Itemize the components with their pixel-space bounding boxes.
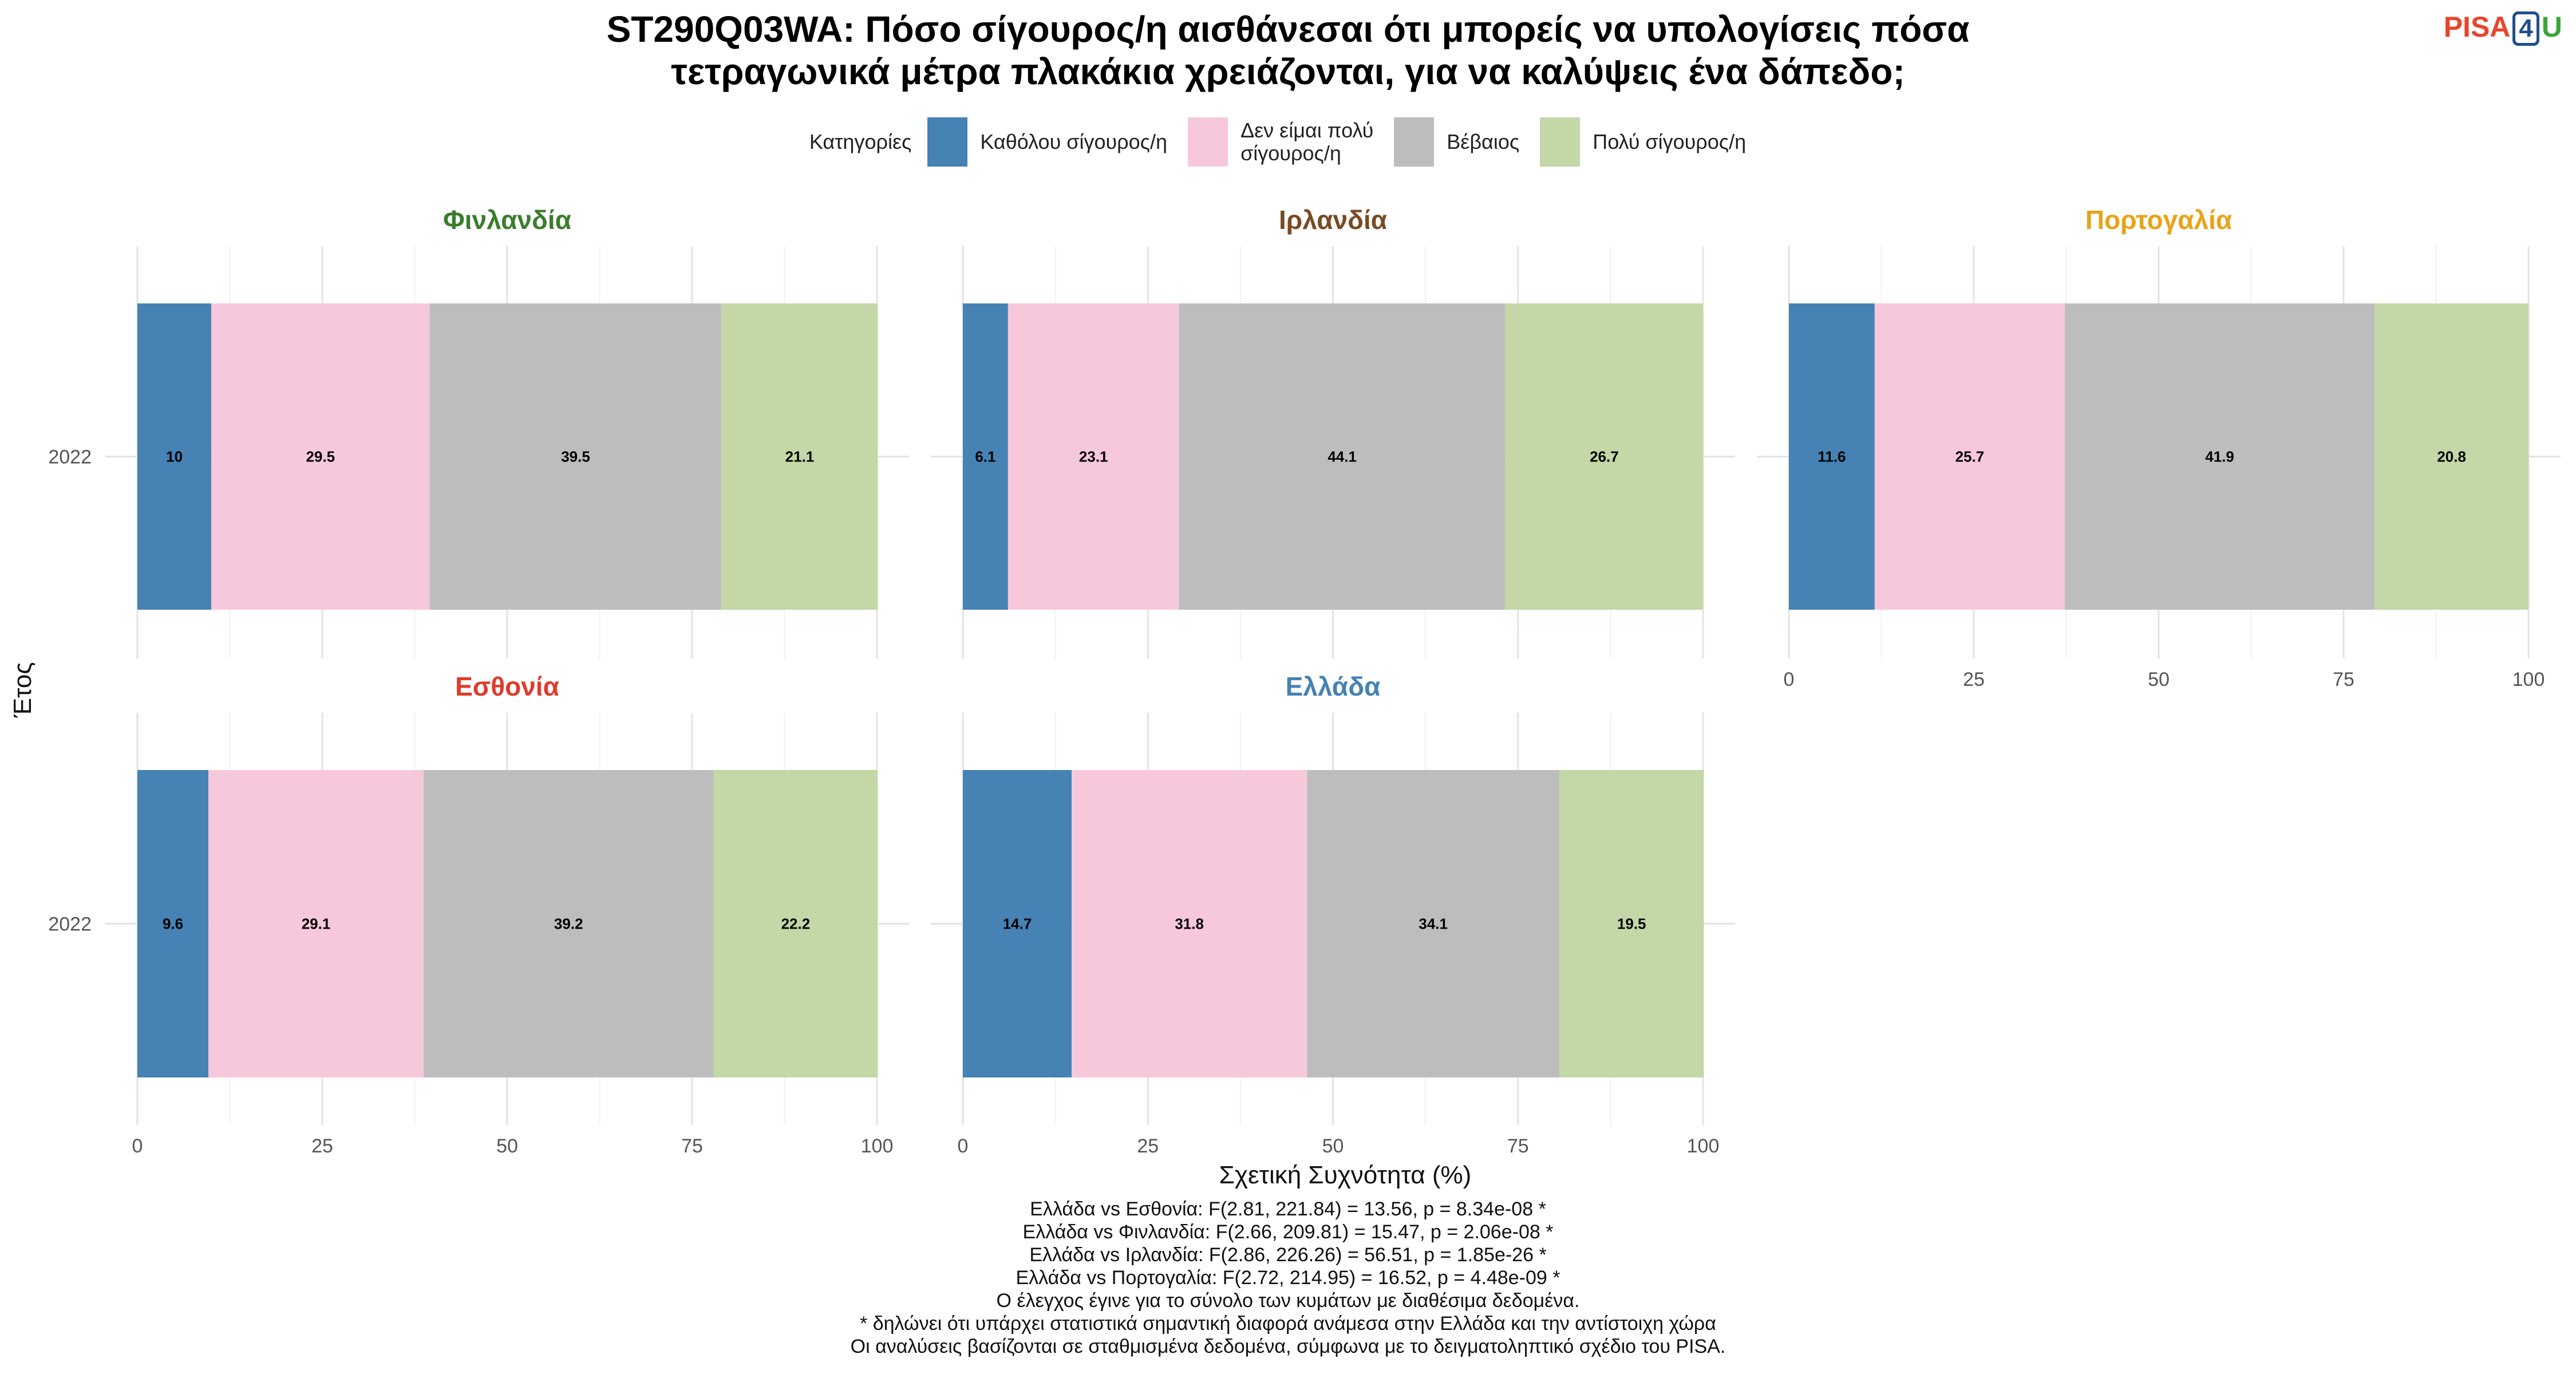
- x-tick-label: 50: [496, 1135, 518, 1157]
- panel-title: Πορτογαλία: [2085, 205, 2232, 235]
- bar-segment: [429, 303, 722, 610]
- legend-swatch: [1540, 117, 1581, 167]
- legend-item-confident: Βέβαιος: [1394, 117, 1519, 167]
- y-axis-label: Έτος: [9, 662, 37, 718]
- bar-value-label: 22.2: [781, 915, 811, 933]
- bar-value-label: 34.1: [1419, 915, 1448, 933]
- bar-value-label: 21.1: [785, 448, 815, 465]
- x-tick-label: 0: [958, 1135, 969, 1157]
- x-tick-label: 25: [1137, 1135, 1159, 1157]
- bar-segment: [211, 303, 430, 610]
- bar-value-label: 41.9: [2205, 448, 2234, 465]
- bar-segment: [2374, 303, 2528, 610]
- x-tick-label: 50: [1322, 1135, 1344, 1157]
- bar-segment: [1179, 303, 1506, 610]
- legend-label: Βέβαιος: [1447, 130, 1520, 153]
- chart-title-line1: ST290Q03WA: Πόσο σίγουρος/η αισθάνεσαι ό…: [606, 9, 1970, 50]
- y-tick-label: 2022: [48, 914, 92, 935]
- panel-title: Ιρλανδία: [1279, 205, 1387, 235]
- bar-segment: [963, 770, 1072, 1077]
- legend: Κατηγορίες Καθόλου σίγουρος/η Δεν είμαι …: [0, 117, 2576, 167]
- panel-title: Ελλάδα: [1286, 672, 1381, 701]
- bar-value-label: 26.7: [1590, 448, 1619, 465]
- bar-segment: [1559, 770, 1704, 1077]
- bar-segment: [1072, 770, 1307, 1077]
- bar-value-label: 20.8: [2437, 448, 2466, 465]
- bar-segment: [137, 303, 212, 610]
- panel-title: Εσθονία: [455, 672, 559, 701]
- legend-label: Δεν είμαι πολύ σίγουρος/η: [1240, 119, 1374, 165]
- bar-value-label: 6.1: [975, 448, 995, 465]
- bar-segment: [963, 303, 1008, 610]
- bar-value-label: 29.1: [302, 915, 331, 933]
- bar-segment: [1505, 303, 1703, 610]
- footnote-line: Ελλάδα vs Ιρλανδία: F(2.86, 226.26) = 56…: [1029, 1244, 1547, 1266]
- x-tick-label: 100: [1687, 1135, 1720, 1157]
- x-axis-label: Σχετική Συχνότητα (%): [1219, 1161, 1472, 1189]
- bar-value-label: 44.1: [1327, 448, 1357, 465]
- bar-segment: [137, 770, 209, 1077]
- legend-swatch: [927, 117, 968, 167]
- bar-value-label: 23.1: [1079, 448, 1108, 465]
- x-tick-label: 75: [2333, 669, 2354, 690]
- legend-title: Κατηγορίες: [809, 130, 912, 153]
- bar-segment: [1789, 303, 1875, 610]
- x-tick-label: 75: [681, 1135, 703, 1157]
- bar-value-label: 39.5: [561, 448, 590, 465]
- footnote-line: Ελλάδα vs Φινλανδία: F(2.66, 209.81) = 1…: [1022, 1221, 1554, 1243]
- x-tick-label: 100: [2512, 669, 2545, 690]
- bar-value-label: 31.8: [1175, 915, 1204, 933]
- footnote-line: Ελλάδα vs Πορτογαλία: F(2.72, 214.95) = …: [1016, 1267, 1560, 1289]
- bar-value-label: 25.7: [1955, 448, 1985, 465]
- legend-swatch: [1394, 117, 1435, 167]
- bar-segment: [713, 770, 878, 1077]
- panel-title: Φινλανδία: [443, 205, 571, 235]
- bar-segment: [1307, 770, 1560, 1077]
- bar-segment: [1874, 303, 2065, 610]
- x-tick-label: 25: [1963, 669, 1985, 690]
- x-tick-label: 0: [1784, 669, 1795, 690]
- pisa4u-logo: PISA 4 U: [2444, 10, 2562, 46]
- legend-item-not-very-confident: Δεν είμαι πολύ σίγουρος/η: [1188, 117, 1373, 167]
- chart-title-line2: τετραγωνικά μέτρα πλακάκια χρειάζονται, …: [671, 51, 1905, 92]
- footnote-line: Ο έλεγχος έγινε για το σύνολο των κυμάτω…: [996, 1290, 1580, 1312]
- legend-item-very-confident: Πολύ σίγουρος/η: [1540, 117, 1746, 167]
- y-tick-label: 2022: [48, 447, 92, 468]
- footnote-line: Οι αναλύσεις βασίζονται σε σταθμισμένα δ…: [850, 1336, 1726, 1357]
- x-tick-label: 50: [2148, 669, 2170, 690]
- bar-value-label: 9.6: [163, 915, 183, 933]
- bar-segment: [208, 770, 424, 1077]
- bar-value-label: 19.5: [1617, 915, 1646, 933]
- x-tick-label: 0: [132, 1135, 143, 1157]
- logo-text-u: U: [2541, 11, 2562, 43]
- bar-segment: [1008, 303, 1179, 610]
- logo-text-pisa: PISA: [2443, 11, 2511, 43]
- footnote-line: Ελλάδα vs Εσθονία: F(2.81, 221.84) = 13.…: [1030, 1198, 1546, 1220]
- logo-text-4: 4: [2512, 11, 2539, 46]
- bar-segment: [2064, 303, 2375, 610]
- bar-value-label: 10: [166, 448, 183, 465]
- footnote-line: * δηλώνει ότι υπάρχει στατιστικά σημαντι…: [860, 1313, 1716, 1334]
- bar-value-label: 14.7: [1003, 915, 1032, 933]
- bar-value-label: 29.5: [306, 448, 335, 465]
- x-tick-label: 75: [1507, 1135, 1529, 1157]
- legend-label: Πολύ σίγουρος/η: [1593, 130, 1747, 153]
- bar-segment: [424, 770, 714, 1077]
- bar-value-label: 39.2: [554, 915, 583, 933]
- x-tick-label: 25: [311, 1135, 333, 1157]
- bar-value-label: 11.6: [1818, 448, 1846, 465]
- legend-swatch: [1188, 117, 1228, 167]
- x-tick-label: 100: [861, 1135, 894, 1157]
- bar-segment: [721, 303, 878, 610]
- legend-label: Καθόλου σίγουρος/η: [980, 130, 1168, 153]
- legend-item-not-at-all-confident: Καθόλου σίγουρος/η: [927, 117, 1167, 167]
